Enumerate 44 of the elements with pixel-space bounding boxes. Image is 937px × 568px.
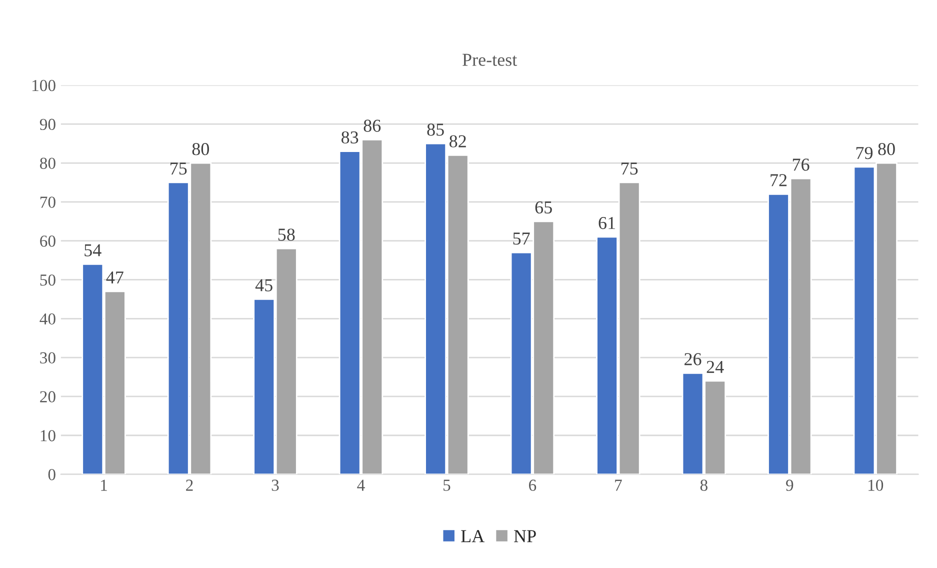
data-label: 79 <box>856 146 873 160</box>
y-tick-label: 80 <box>40 158 56 169</box>
legend-label: LA <box>461 530 485 542</box>
x-tick-label: 2 <box>186 480 193 491</box>
y-tick-label: 10 <box>40 430 56 442</box>
y-tick-label: 50 <box>40 274 56 286</box>
x-tick-label: 9 <box>786 480 794 491</box>
data-label: 75 <box>621 162 638 175</box>
data-label: 45 <box>255 279 272 292</box>
data-label: 82 <box>450 135 466 148</box>
x-tick-label: 10 <box>868 480 884 491</box>
y-tick-label: 100 <box>32 80 56 92</box>
data-label: 76 <box>792 158 810 171</box>
data-label: 61 <box>598 216 615 230</box>
y-tick-label: 0 <box>48 468 56 480</box>
data-label: 85 <box>427 124 444 136</box>
data-label: 75 <box>170 162 187 175</box>
legend-label: NP <box>514 530 536 542</box>
y-tick-label: 30 <box>40 352 56 364</box>
data-label: 86 <box>364 120 381 132</box>
y-tick-label: 20 <box>40 391 56 402</box>
chart-title: Pre-test <box>462 54 518 66</box>
data-label: 72 <box>770 174 787 186</box>
x-tick-label: 5 <box>444 480 450 491</box>
x-tick-label: 6 <box>529 480 536 491</box>
x-tick-label: 8 <box>700 480 708 491</box>
y-tick-label: 40 <box>40 313 56 325</box>
data-label: 80 <box>192 142 209 156</box>
data-label: 54 <box>84 244 102 256</box>
data-label: 83 <box>341 131 358 144</box>
data-label: 26 <box>684 353 702 366</box>
x-tick-label: 4 <box>357 480 365 491</box>
y-tick-label: 90 <box>40 118 56 130</box>
x-tick-label: 1 <box>101 480 107 491</box>
data-label: 80 <box>878 142 895 156</box>
y-tick-label: 60 <box>40 236 56 247</box>
x-tick-label: 7 <box>615 480 622 491</box>
data-label: 57 <box>513 232 530 245</box>
y-tick-label: 70 <box>40 196 56 208</box>
data-label: 65 <box>535 201 552 214</box>
x-tick-label: 3 <box>272 480 279 491</box>
data-label: 47 <box>106 272 124 284</box>
data-label: 24 <box>706 360 724 373</box>
data-label: 58 <box>278 228 295 241</box>
